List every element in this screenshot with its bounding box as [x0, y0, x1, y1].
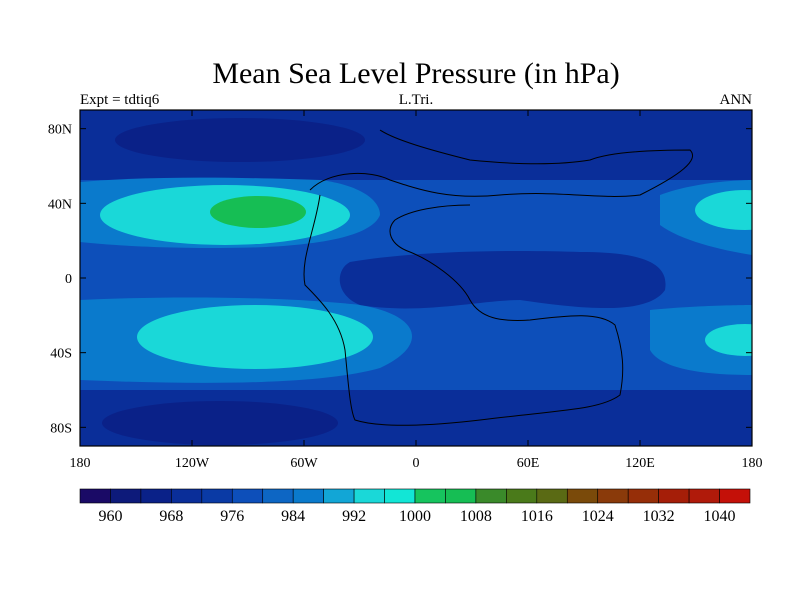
colorbar-swatch: [688, 488, 720, 504]
colorbar-swatch: [475, 488, 507, 504]
colorbar-label: 976: [220, 508, 244, 525]
contour-east-high: [695, 190, 752, 230]
colorbar-label: 992: [342, 508, 366, 525]
colorbar-swatch: [262, 488, 294, 504]
colorbar-swatch: [140, 488, 172, 504]
y-tick-label: 40S: [50, 347, 72, 362]
y-tick-label: 40N: [48, 197, 72, 212]
contour-north-high-core: [210, 196, 306, 228]
contour-south-high: [137, 305, 373, 369]
colorbar-swatch: [171, 488, 203, 504]
colorbar-label: 1016: [521, 508, 553, 525]
colorbar-label: 960: [98, 508, 122, 525]
x-tick-label: 60E: [517, 456, 540, 471]
contour-tropical-low: [339, 251, 666, 309]
x-tick-label: 0: [413, 456, 420, 471]
season-label: ANN: [720, 92, 753, 108]
colorbar-swatch: [292, 488, 324, 504]
colorbar-swatch: [353, 488, 385, 504]
colorbar-swatch: [384, 488, 416, 504]
colorbar-swatch: [719, 488, 751, 504]
colorbar-label: 1032: [643, 508, 675, 525]
x-tick-label: 120W: [175, 456, 210, 471]
colorbar-swatch: [323, 488, 355, 504]
colorbar-swatch: [414, 488, 446, 504]
x-tick-label: 180: [70, 456, 91, 471]
colorbar-swatch: [658, 488, 690, 504]
colorbar-label: 1008: [460, 508, 492, 525]
colorbar-swatch: [79, 488, 111, 504]
colorbar-swatch: [627, 488, 659, 504]
colorbar-swatch: [231, 488, 264, 504]
x-tick-label: 120E: [625, 456, 655, 471]
contour-southern-low: [102, 401, 338, 445]
colorbar-label: 1024: [582, 508, 614, 525]
colorbar-swatch: [201, 488, 233, 504]
colorbar-label: 968: [159, 508, 183, 525]
colorbar-labels: 960 968 976 984 992 1000 1008 1016 1024 1032 1040: [98, 508, 735, 525]
x-axis: 180 120W 60W 0 60E 120E 180: [70, 110, 763, 471]
contour-east-south-high: [705, 324, 752, 356]
colorbar-label: 1040: [704, 508, 736, 525]
colorbar: [79, 488, 751, 504]
contour-aleutian-low: [115, 118, 365, 162]
colorbar-label: 1000: [399, 508, 431, 525]
colorbar-swatch: [506, 488, 538, 504]
x-tick-label: 60W: [290, 456, 318, 471]
chart-title: Mean Sea Level Pressure (in hPa): [212, 57, 619, 90]
colorbar-label: 984: [281, 508, 305, 525]
colorbar-swatch: [536, 488, 568, 504]
coastline-outline: [303, 129, 693, 426]
y-tick-label: 80N: [48, 123, 72, 138]
colorbar-swatch: [445, 488, 477, 504]
experiment-label: Expt = tdtiq6: [80, 92, 160, 108]
y-tick-label: 80S: [50, 421, 72, 436]
colorbar-swatch: [110, 488, 142, 504]
colorbar-swatch: [597, 488, 629, 504]
center-label: L.Tri.: [399, 92, 433, 108]
contour-south-east-band: [650, 305, 752, 375]
colorbar-swatch: [566, 488, 599, 504]
x-tick-label: 180: [742, 456, 763, 471]
y-tick-label: 0: [65, 272, 72, 287]
contour-field: [80, 110, 752, 446]
y-axis: 80N 40N 0 40S 80S: [48, 123, 752, 436]
